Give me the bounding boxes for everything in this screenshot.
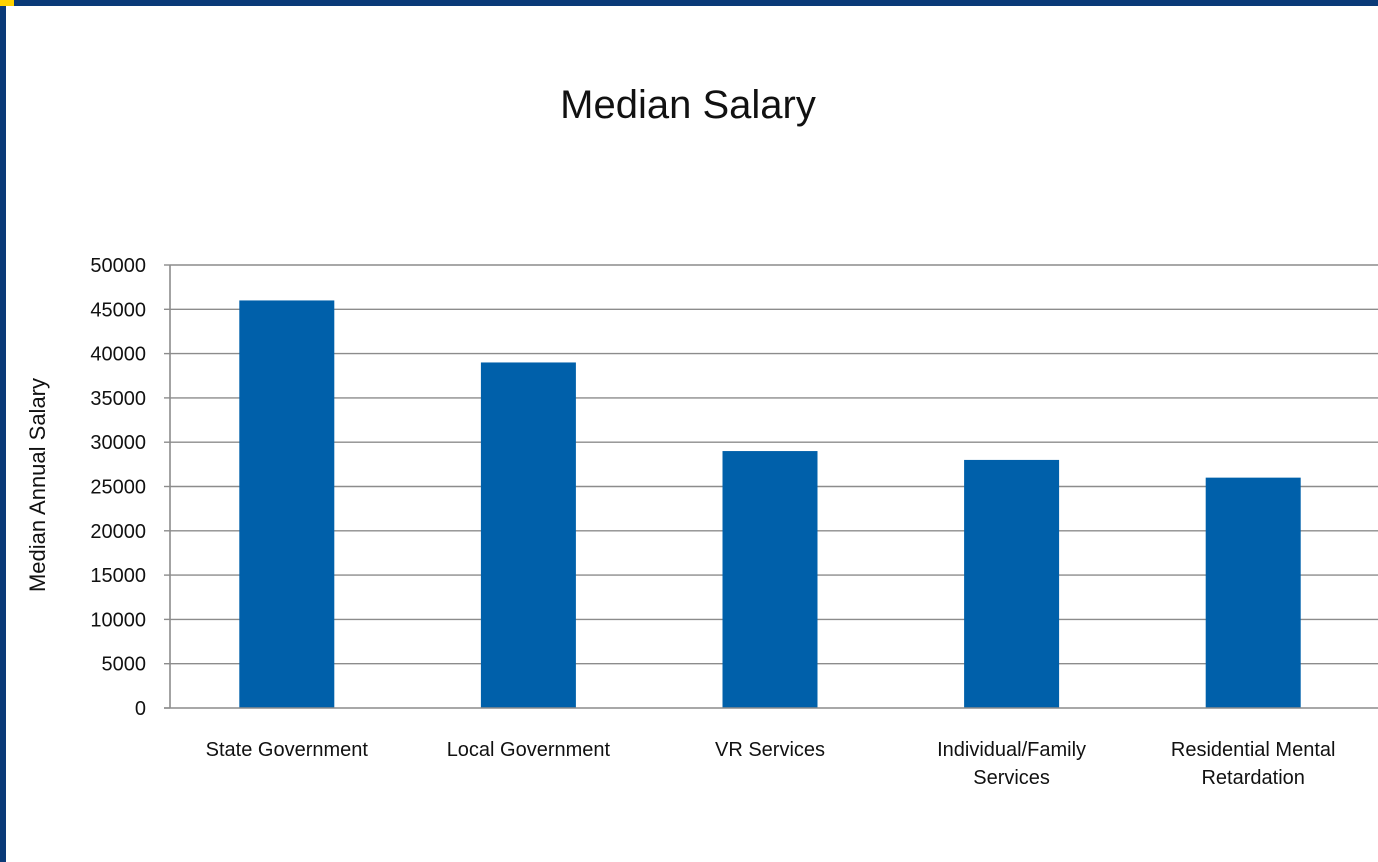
y-tick-label: 50000 [90,255,146,277]
y-tick-labels: 0 5000 10000 15000 20000 25000 30000 35000 40000… [90,255,146,720]
x-tick-label: VR Services [715,739,825,761]
bars [239,300,1301,708]
x-tick-labels: State Government Local Government VR Servi… [206,739,1336,789]
axes [164,265,1378,709]
bar [1205,477,1301,708]
x-tick-label: Local Government [447,739,611,761]
x-tick-label: Residential Mental [1171,739,1336,761]
y-tick-label: 20000 [90,521,146,543]
y-tick-label: 25000 [90,477,146,499]
bar [964,459,1060,708]
y-tick-label: 10000 [90,609,146,631]
x-tick-label: Retardation [1201,767,1304,789]
y-tick-label: 5000 [102,654,147,676]
y-tick-label: 45000 [90,299,146,321]
header-marker [0,0,14,6]
y-tick-label: 40000 [90,344,146,366]
frame-top-bar [0,0,1378,6]
y-axis-label: Median Annual Salary [25,378,50,592]
bar [480,362,576,708]
x-tick-label: Individual/Family [937,739,1086,761]
frame-left-border [0,0,6,862]
y-tick-label: 35000 [90,388,146,410]
bar [722,451,818,708]
y-tick-label: 15000 [90,565,146,587]
chart-title: Median Salary [560,83,816,127]
bar [239,300,335,708]
y-tick-label: 0 [135,698,146,720]
x-tick-label: State Government [206,739,369,761]
y-tick-label: 30000 [90,432,146,454]
x-tick-label: Services [973,767,1050,789]
